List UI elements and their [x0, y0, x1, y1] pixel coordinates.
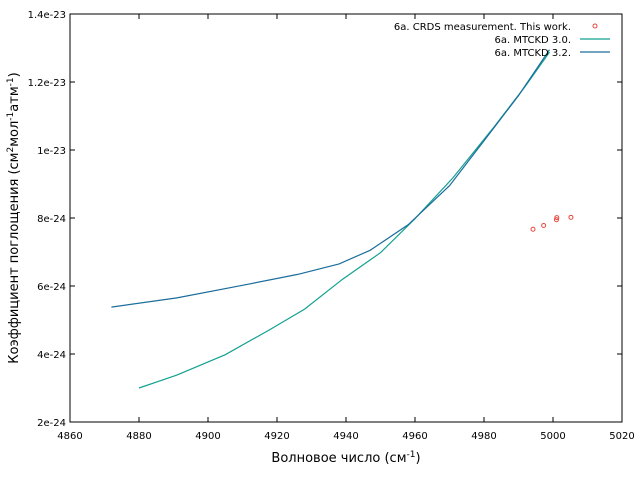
- x-tick-label: 4980: [471, 431, 496, 442]
- x-tick-label: 4880: [126, 431, 151, 442]
- x-tick-label: 5000: [540, 431, 565, 442]
- x-tick-label: 4940: [333, 431, 358, 442]
- scatter-point: [568, 214, 574, 220]
- legend-point-swatch: [592, 23, 598, 29]
- y-tick-label: 6e-24: [37, 282, 66, 293]
- y-tick-label: 4e-24: [37, 350, 66, 361]
- legend: 6a. CRDS measurement. This work. 6a. MTCK…: [394, 22, 610, 59]
- y-tick-label: 2e-24: [37, 418, 66, 429]
- x-tick-label: 4920: [264, 431, 289, 442]
- y-tick-label: 1e-23: [37, 146, 66, 157]
- series-layer: [111, 49, 574, 389]
- x-tick-label: 4860: [57, 431, 82, 442]
- legend-label: 6a. CRDS measurement. This work.: [394, 22, 571, 33]
- x-tick-label: 4960: [402, 431, 427, 442]
- x-tick-label: 4900: [195, 431, 220, 442]
- series-line: [111, 49, 550, 308]
- y-axis-title: Коэффициент поглощения (см2мол-1атм-1): [6, 72, 22, 363]
- legend-label: 6a. MTCKD 3.2.: [495, 48, 572, 59]
- scatter-point: [553, 217, 559, 223]
- series-line: [138, 51, 550, 389]
- scatter-point: [541, 222, 547, 228]
- legend-label: 6a. MTCKD 3.0.: [495, 35, 572, 46]
- y-tick-label: 8e-24: [37, 214, 66, 225]
- y-tick-label: 1.2e-23: [28, 78, 66, 89]
- scatter-point: [530, 226, 536, 232]
- scatter-point: [554, 215, 560, 221]
- axis-ticks: 4860 4880 4900 4920 4940 4960 4980 5000 5020 2e-2…: [28, 10, 635, 442]
- plot-frame: [69, 13, 623, 423]
- x-axis-title: Волновое число (см-1): [271, 450, 420, 466]
- x-tick-label: 5020: [609, 431, 634, 442]
- y-tick-label: 1.4e-23: [28, 10, 66, 21]
